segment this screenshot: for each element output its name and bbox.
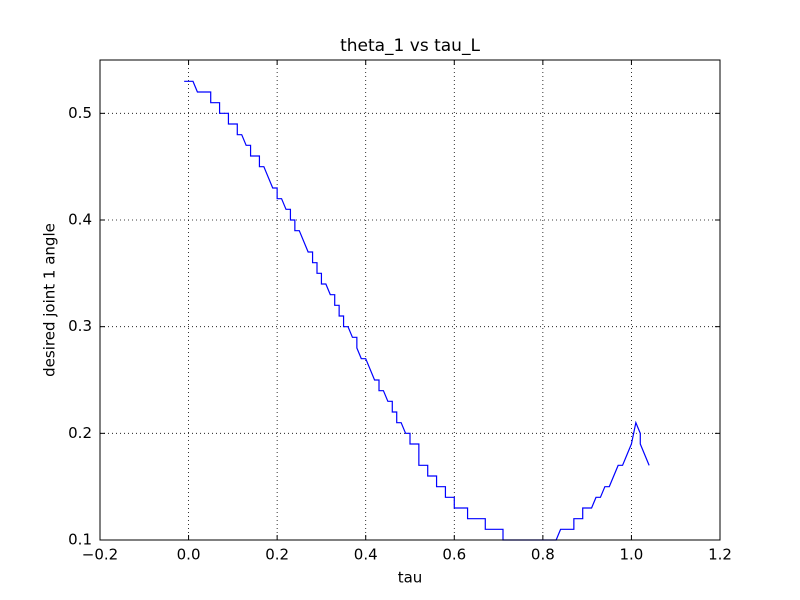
chart-title: theta_1 vs tau_L — [340, 36, 480, 56]
x-tick-label: 1.0 — [619, 546, 643, 564]
x-tick-label: −0.2 — [82, 546, 118, 564]
y-tick-label: 0.5 — [68, 104, 92, 122]
y-tick-label: 0.4 — [68, 211, 92, 229]
y-tick-label: 0.2 — [68, 424, 92, 442]
data-line — [184, 80, 650, 541]
x-tick-label: 0.6 — [442, 546, 466, 564]
x-axis-label: tau — [398, 569, 423, 587]
y-tick-label: 0.3 — [68, 317, 92, 335]
y-tick-label: 0.1 — [68, 531, 92, 549]
y-axis-label: desired joint 1 angle — [41, 223, 59, 377]
x-tick-label: 0.2 — [265, 546, 289, 564]
x-tick-label: 0.0 — [177, 546, 201, 564]
plot-frame — [99, 59, 721, 541]
x-tick-label: 0.4 — [354, 546, 378, 564]
x-tick-label: 0.8 — [531, 546, 555, 564]
x-tick-label: 1.2 — [708, 546, 732, 564]
